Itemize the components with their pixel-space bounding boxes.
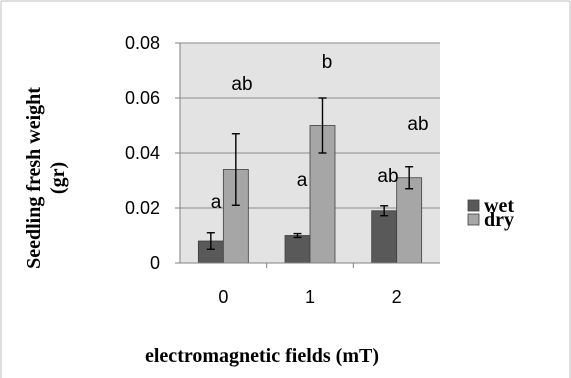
bars bbox=[197, 125, 423, 264]
error-bars bbox=[206, 97, 414, 250]
legend-swatch-wet bbox=[467, 199, 480, 212]
legend-label-wet: wet bbox=[484, 195, 514, 217]
y-tick-label: 0.08 bbox=[125, 33, 160, 53]
y-tick-label: 0 bbox=[150, 253, 160, 273]
y-tick-label: 0.04 bbox=[125, 143, 160, 163]
significance-labels: a a ab ab b ab bbox=[211, 52, 429, 213]
x-tick-label: 0 bbox=[218, 287, 228, 307]
legend-label-dry: dry bbox=[484, 209, 514, 231]
y-axis-title-line1: Seedling fresh weight bbox=[23, 87, 45, 269]
significance-label-dry-1: b bbox=[322, 52, 333, 73]
legend-swatch-dry bbox=[467, 213, 480, 226]
significance-label-dry-2: ab bbox=[407, 114, 428, 135]
x-axis-title: electromagnetic fields (mT) bbox=[145, 345, 379, 367]
significance-label-wet-0: a bbox=[211, 192, 222, 213]
bar-wet-2 bbox=[371, 210, 398, 264]
x-tick-label: 1 bbox=[305, 287, 315, 307]
y-tick-label: 0.02 bbox=[125, 198, 160, 218]
y-axis-ticks: 0 0.02 0.04 0.06 0.08 bbox=[125, 33, 180, 273]
significance-label-dry-0: ab bbox=[231, 74, 252, 95]
y-axis-title-line2: (gr) bbox=[47, 162, 69, 194]
bar-dry-2 bbox=[396, 177, 423, 264]
x-axis-ticks: 0 1 2 bbox=[218, 263, 402, 307]
bar-wet-1 bbox=[284, 235, 311, 264]
y-tick-label: 0.06 bbox=[125, 88, 160, 108]
legend: wet dry bbox=[467, 195, 514, 231]
significance-label-wet-1: a bbox=[297, 170, 308, 191]
x-tick-label: 2 bbox=[392, 287, 402, 307]
significance-label-wet-2: ab bbox=[377, 166, 398, 187]
